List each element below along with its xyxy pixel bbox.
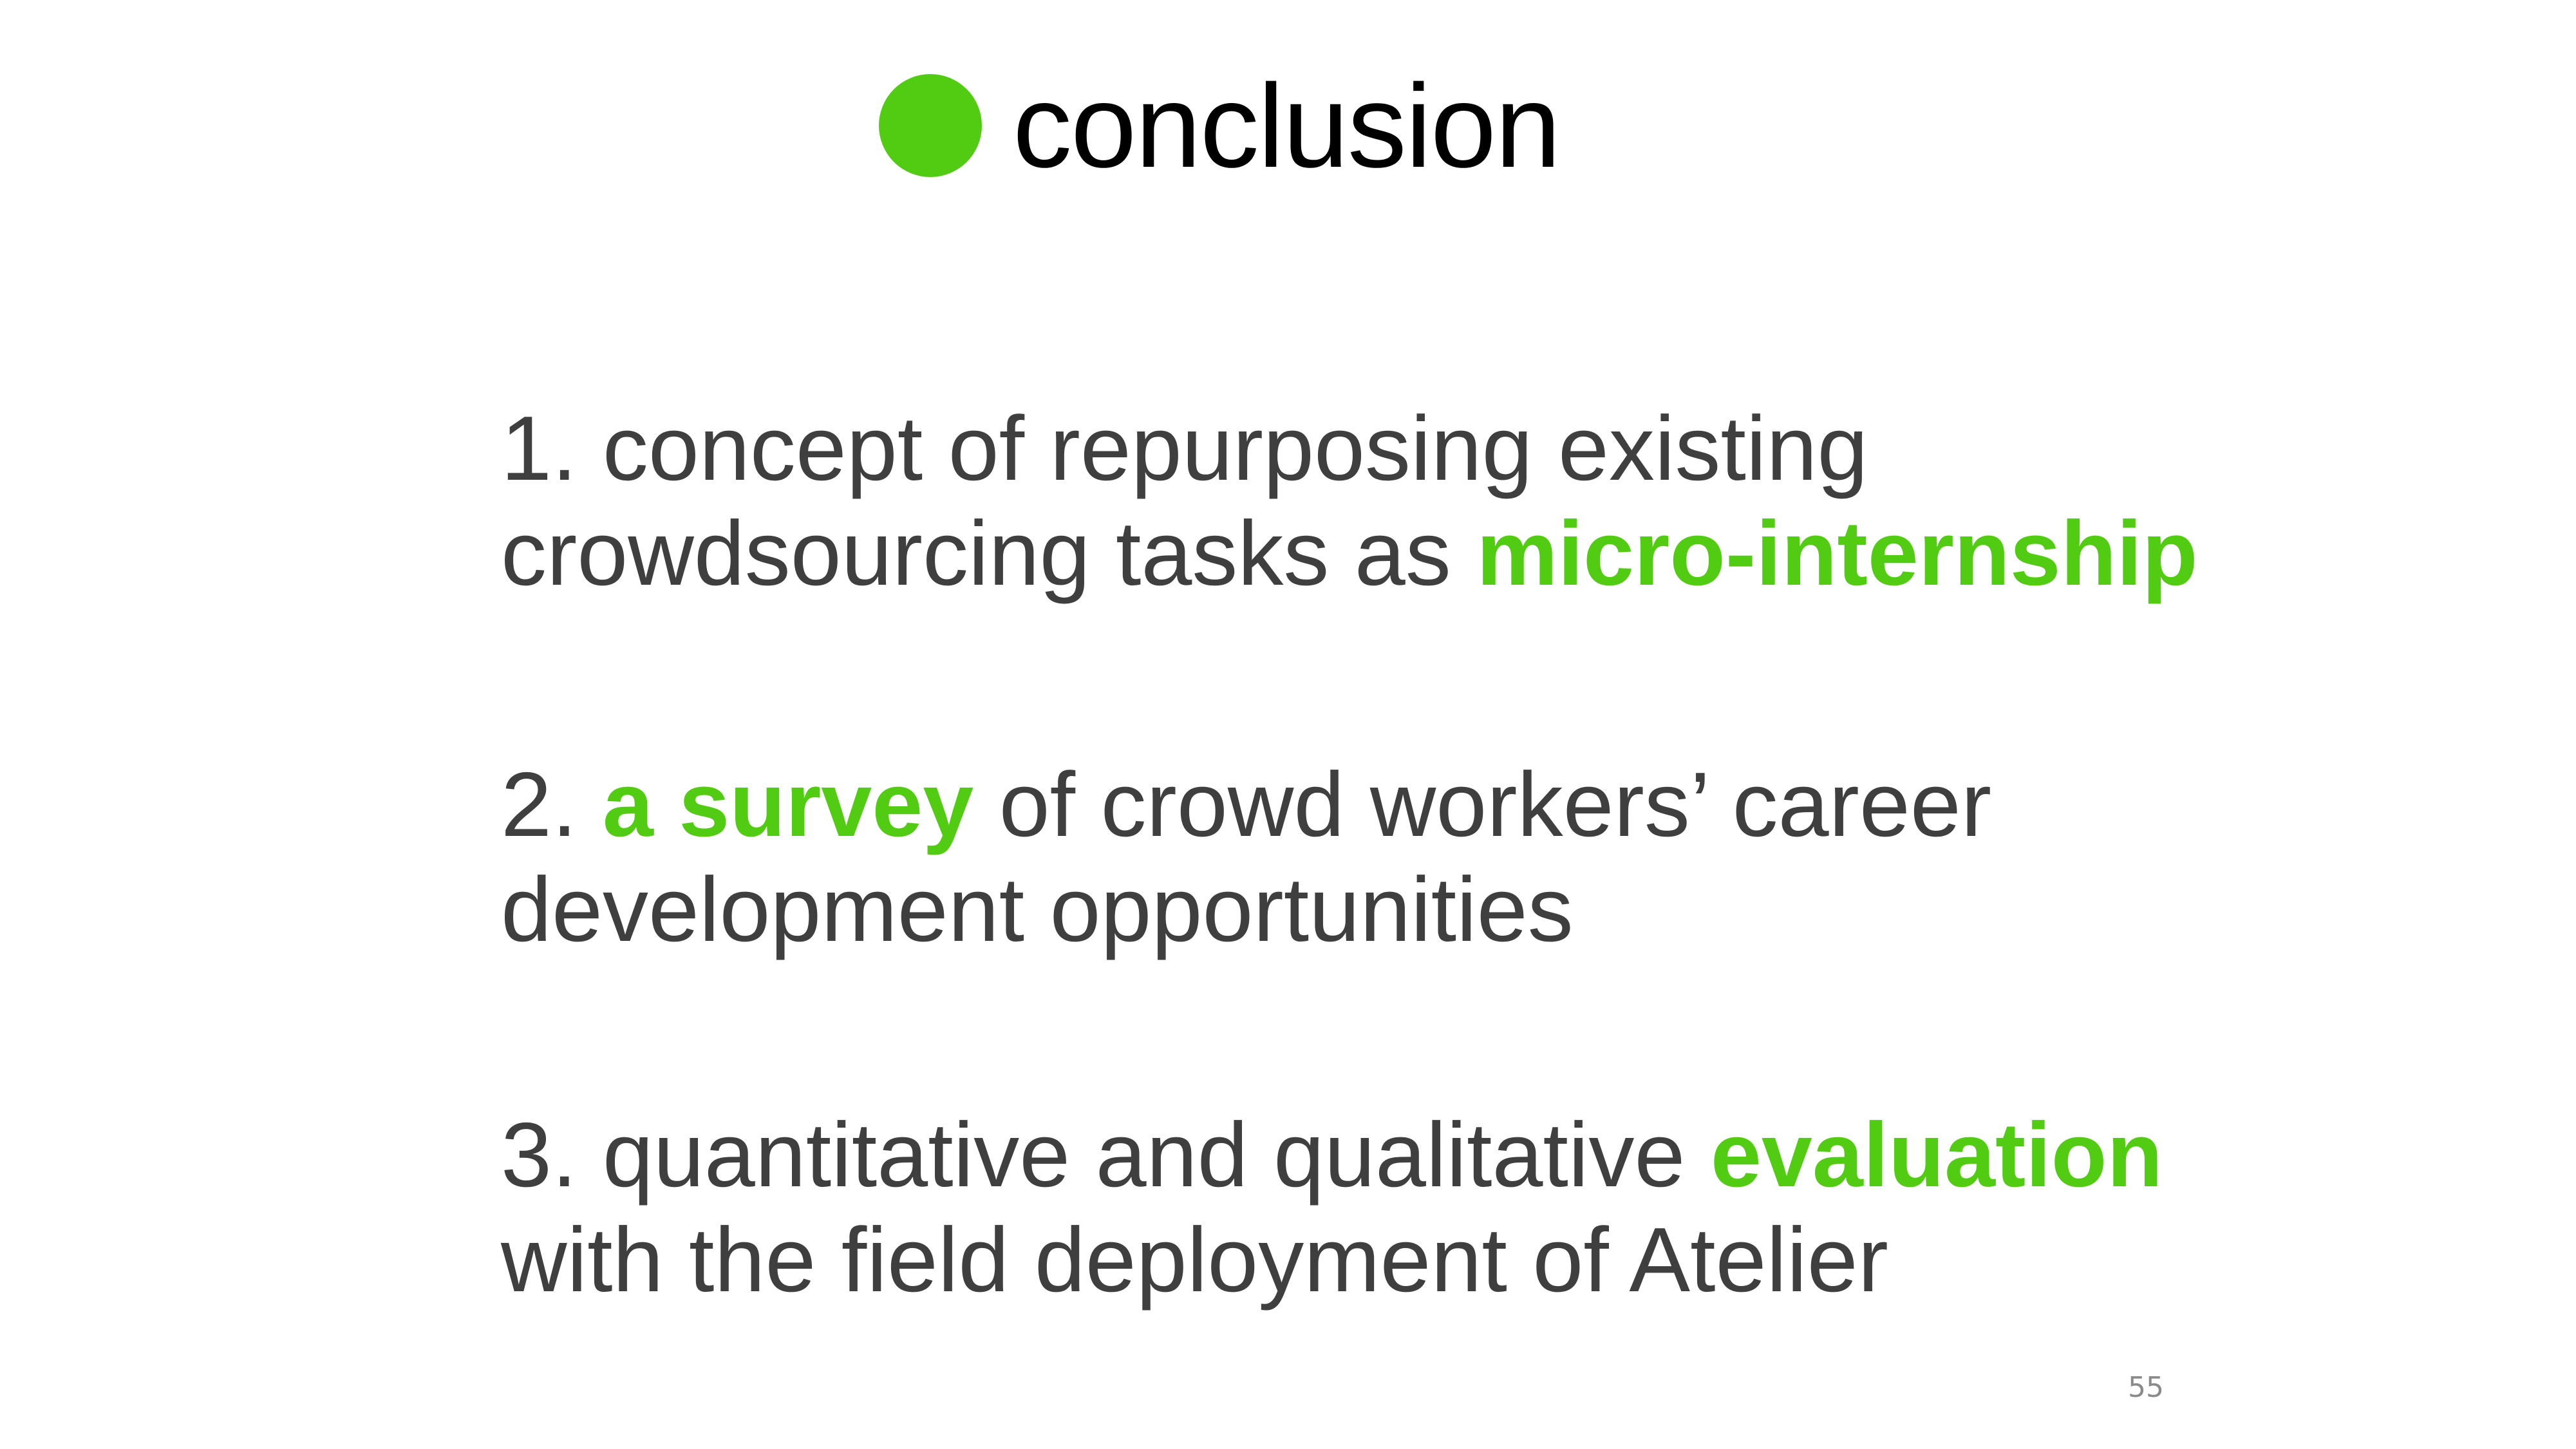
item-2-line-1: 2. a survey of crowd workers’ career: [501, 752, 2175, 857]
item-1-line-2: crowdsourcing tasks as micro-internship: [501, 501, 2198, 606]
slide-title: conclusion: [1013, 59, 1561, 192]
conclusion-item-2: 2. a survey of crowd workers’ career dev…: [501, 752, 2175, 962]
item-2-number: 2.: [501, 753, 603, 856]
item-3-line-2: with the field deployment of Atelier: [501, 1209, 1888, 1311]
item-2-highlight: a survey: [602, 753, 974, 856]
conclusion-item-1: 1. concept of repurposing existing crowd…: [501, 396, 2198, 606]
item-1-text: crowdsourcing tasks as: [501, 502, 1477, 605]
conclusion-item-3: 3. quantitative and qualitative evaluati…: [501, 1103, 2175, 1312]
item-3-text: 3. quantitative and qualitative: [501, 1104, 1711, 1206]
item-3-highlight: evaluation: [1710, 1104, 2163, 1206]
page-number: 55: [2128, 1371, 2164, 1404]
item-2-text: of crowd workers’ career: [973, 753, 1992, 856]
item-3-line-1: 3. quantitative and qualitative evaluati…: [501, 1103, 2175, 1208]
item-1-highlight: micro-internship: [1476, 502, 2198, 605]
item-2-line-2: development opportunities: [501, 858, 1574, 961]
item-1-line-1: 1. concept of repurposing existing: [501, 397, 1868, 500]
slide-title-row: conclusion: [879, 59, 1561, 192]
green-dot-icon: [879, 74, 982, 177]
